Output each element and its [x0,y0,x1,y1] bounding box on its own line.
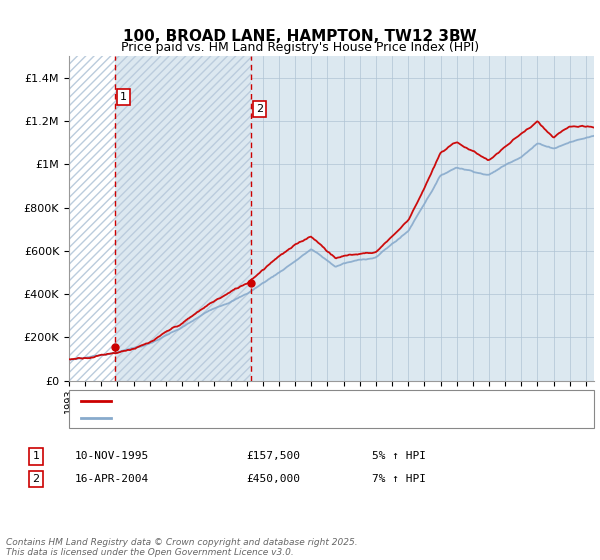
Text: 7% ↑ HPI: 7% ↑ HPI [372,474,426,484]
Text: Contains HM Land Registry data © Crown copyright and database right 2025.
This d: Contains HM Land Registry data © Crown c… [6,538,358,557]
Text: HPI: Average price, semi-detached house, Richmond upon Thames: HPI: Average price, semi-detached house,… [117,413,465,423]
Text: 1: 1 [120,92,127,102]
Text: 2: 2 [256,104,263,114]
Text: 10-NOV-1995: 10-NOV-1995 [75,451,149,461]
Text: 1: 1 [32,451,40,461]
Text: 2: 2 [32,474,40,484]
Bar [115,56,251,381]
Text: £157,500: £157,500 [246,451,300,461]
Bar [69,56,115,381]
Text: 100, BROAD LANE, HAMPTON, TW12 3BW (semi-detached house): 100, BROAD LANE, HAMPTON, TW12 3BW (semi… [117,396,457,406]
Text: £450,000: £450,000 [246,474,300,484]
Bar [115,56,251,381]
Text: 16-APR-2004: 16-APR-2004 [75,474,149,484]
Bar [69,56,115,381]
Text: 5% ↑ HPI: 5% ↑ HPI [372,451,426,461]
Text: Price paid vs. HM Land Registry's House Price Index (HPI): Price paid vs. HM Land Registry's House … [121,41,479,54]
Text: 100, BROAD LANE, HAMPTON, TW12 3BW: 100, BROAD LANE, HAMPTON, TW12 3BW [123,29,477,44]
